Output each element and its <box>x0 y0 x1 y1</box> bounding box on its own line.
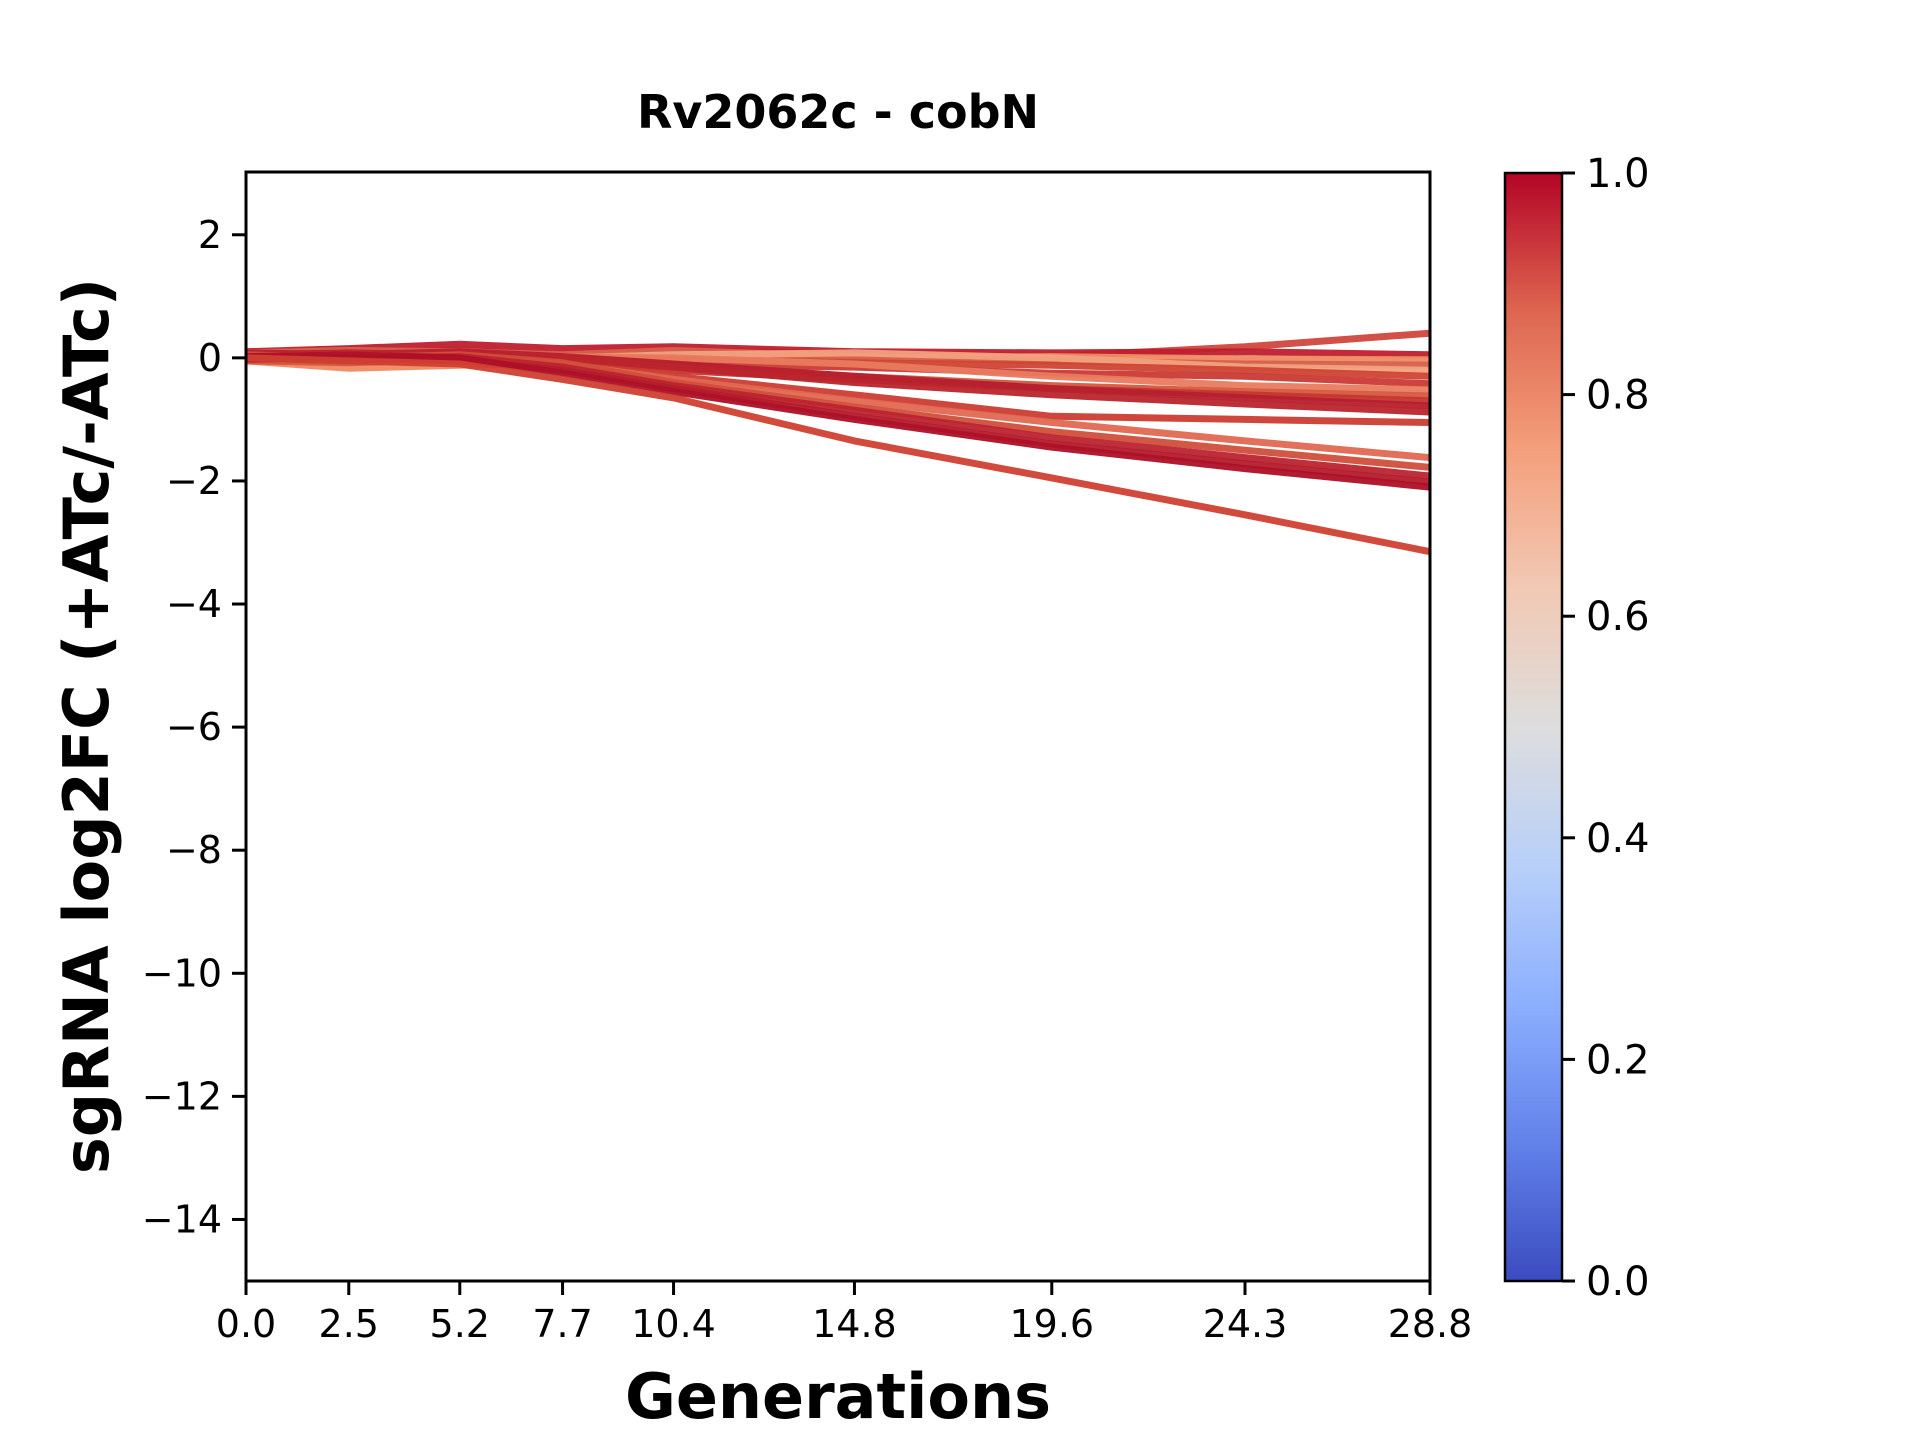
x-axis-label: Generations <box>625 1360 1051 1433</box>
x-tick-label: 0.0 <box>216 1302 276 1346</box>
plot-border <box>244 170 1432 1283</box>
y-tick-label: 2 <box>198 213 222 257</box>
y-axis-label: sgRNA log2FC (+ATc/-ATc) <box>50 278 123 1174</box>
series-line <box>246 340 1430 359</box>
x-tick-label: 7.7 <box>532 1302 592 1346</box>
y-tick-label: −12 <box>142 1074 222 1118</box>
colorbar-ticks: 1.0 0.8 0.6 0.4 0.2 0.0 <box>1562 151 1650 1305</box>
series-line <box>246 354 1430 556</box>
y-axis-ticks: 2 0 −2 −4 −6 −8 −10 −12 −14 <box>142 213 246 1241</box>
chart-title: Rv2062c - cobN <box>637 85 1039 139</box>
x-tick-label: 14.8 <box>812 1302 897 1346</box>
y-tick-label: −14 <box>142 1197 222 1241</box>
y-tick-label: −8 <box>166 828 222 872</box>
colorbar-tick-label: 0.4 <box>1586 816 1650 862</box>
y-tick-label: −4 <box>166 582 222 626</box>
x-tick-label: 24.3 <box>1203 1302 1288 1346</box>
x-tick-label: 5.2 <box>430 1302 490 1346</box>
series-group <box>246 329 1430 556</box>
y-tick-label: −6 <box>166 705 222 749</box>
colorbar-tick-label: 0.2 <box>1586 1037 1650 1083</box>
colorbar-tick-label: 0.0 <box>1586 1259 1650 1305</box>
x-tick-label: 10.4 <box>631 1302 716 1346</box>
colorbar-tick-label: 0.6 <box>1586 594 1650 640</box>
x-tick-label: 19.6 <box>1009 1302 1094 1346</box>
y-tick-label: −2 <box>166 459 222 503</box>
y-tick-label: −10 <box>142 951 222 995</box>
x-tick-label: 2.5 <box>319 1302 379 1346</box>
y-tick-label: 0 <box>198 336 222 380</box>
x-tick-label: 28.8 <box>1388 1302 1473 1346</box>
series-line <box>246 351 1430 491</box>
colorbar <box>1503 171 1564 1283</box>
x-axis-ticks: 0.0 2.5 5.2 7.7 10.4 14.8 19.6 24.3 28.8 <box>216 1281 1473 1346</box>
colorbar-tick-label: 0.8 <box>1586 373 1650 419</box>
colorbar-tick-label: 1.0 <box>1586 151 1650 197</box>
